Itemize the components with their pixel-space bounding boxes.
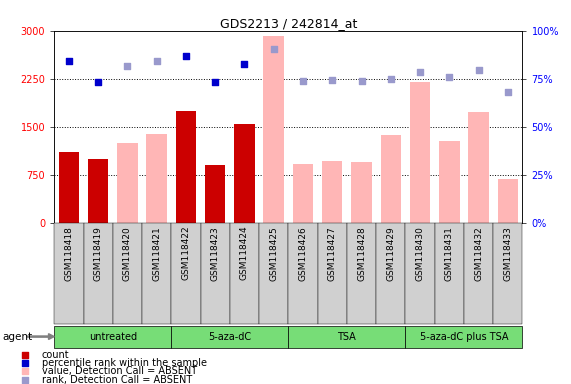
Bar <box>293 164 313 223</box>
Bar <box>205 165 226 223</box>
Text: agent: agent <box>3 331 33 342</box>
Point <box>211 79 220 85</box>
Text: GSM118428: GSM118428 <box>357 226 366 281</box>
Text: GSM118427: GSM118427 <box>328 226 337 281</box>
Text: percentile rank within the sample: percentile rank within the sample <box>42 358 207 367</box>
Text: GSM118424: GSM118424 <box>240 226 249 280</box>
Bar <box>171 223 200 324</box>
Text: GSM118426: GSM118426 <box>299 226 308 281</box>
Bar <box>380 135 401 223</box>
Point <box>357 78 366 84</box>
Text: GSM118419: GSM118419 <box>94 226 103 281</box>
Bar <box>54 223 83 324</box>
Bar <box>347 223 376 324</box>
Text: GSM118430: GSM118430 <box>416 226 425 281</box>
Text: GSM118422: GSM118422 <box>182 226 191 280</box>
Point <box>65 58 74 65</box>
Point <box>445 74 454 80</box>
Bar <box>171 326 288 348</box>
Bar <box>410 82 431 223</box>
Text: GSM118433: GSM118433 <box>503 226 512 281</box>
Text: GSM118418: GSM118418 <box>65 226 74 281</box>
Bar <box>435 223 464 324</box>
Point <box>405 97 415 103</box>
Bar <box>83 223 112 324</box>
Text: value, Detection Call = ABSENT: value, Detection Call = ABSENT <box>42 366 196 376</box>
Bar <box>113 223 142 324</box>
Bar <box>176 111 196 223</box>
Bar <box>376 223 405 324</box>
Bar <box>288 223 317 324</box>
Bar <box>54 326 171 348</box>
Point <box>152 58 161 65</box>
Point <box>182 53 191 60</box>
Bar <box>468 112 489 223</box>
Point <box>416 69 425 75</box>
Point <box>405 244 415 250</box>
Text: GSM118420: GSM118420 <box>123 226 132 281</box>
Point <box>328 77 337 83</box>
Text: GSM118423: GSM118423 <box>211 226 220 281</box>
Text: untreated: untreated <box>89 331 137 342</box>
Text: 5-aza-dC plus TSA: 5-aza-dC plus TSA <box>420 331 508 342</box>
Text: 5-aza-dC: 5-aza-dC <box>208 331 251 342</box>
Point <box>405 169 415 175</box>
Text: count: count <box>42 349 69 360</box>
Bar <box>117 143 138 223</box>
Text: GSM118431: GSM118431 <box>445 226 454 281</box>
Bar <box>351 162 372 223</box>
Bar <box>146 134 167 223</box>
Bar <box>88 159 108 223</box>
Point <box>474 67 483 73</box>
Text: GSM118425: GSM118425 <box>269 226 278 281</box>
Point <box>269 46 278 52</box>
Text: GSM118429: GSM118429 <box>386 226 395 281</box>
Point <box>503 88 512 94</box>
Bar <box>317 223 347 324</box>
Bar <box>259 223 288 324</box>
Bar <box>200 223 230 324</box>
Text: rank, Detection Call = ABSENT: rank, Detection Call = ABSENT <box>42 375 192 384</box>
Point <box>240 61 249 67</box>
Text: GSM118432: GSM118432 <box>474 226 483 281</box>
Bar <box>263 36 284 223</box>
Bar <box>464 223 493 324</box>
Bar <box>405 223 435 324</box>
Point <box>94 79 103 85</box>
Title: GDS2213 / 242814_at: GDS2213 / 242814_at <box>220 17 357 30</box>
Point <box>405 326 415 332</box>
Bar <box>142 223 171 324</box>
Bar <box>230 223 259 324</box>
Bar <box>405 326 522 348</box>
Point <box>299 78 308 84</box>
Text: GSM118421: GSM118421 <box>152 226 161 281</box>
Point <box>386 76 395 82</box>
Bar <box>497 179 518 223</box>
Text: TSA: TSA <box>337 331 356 342</box>
Bar <box>493 223 522 324</box>
Bar <box>288 326 405 348</box>
Bar <box>234 124 255 223</box>
Bar <box>322 161 343 223</box>
Bar <box>59 152 79 223</box>
Bar <box>439 141 460 223</box>
Point <box>123 63 132 69</box>
